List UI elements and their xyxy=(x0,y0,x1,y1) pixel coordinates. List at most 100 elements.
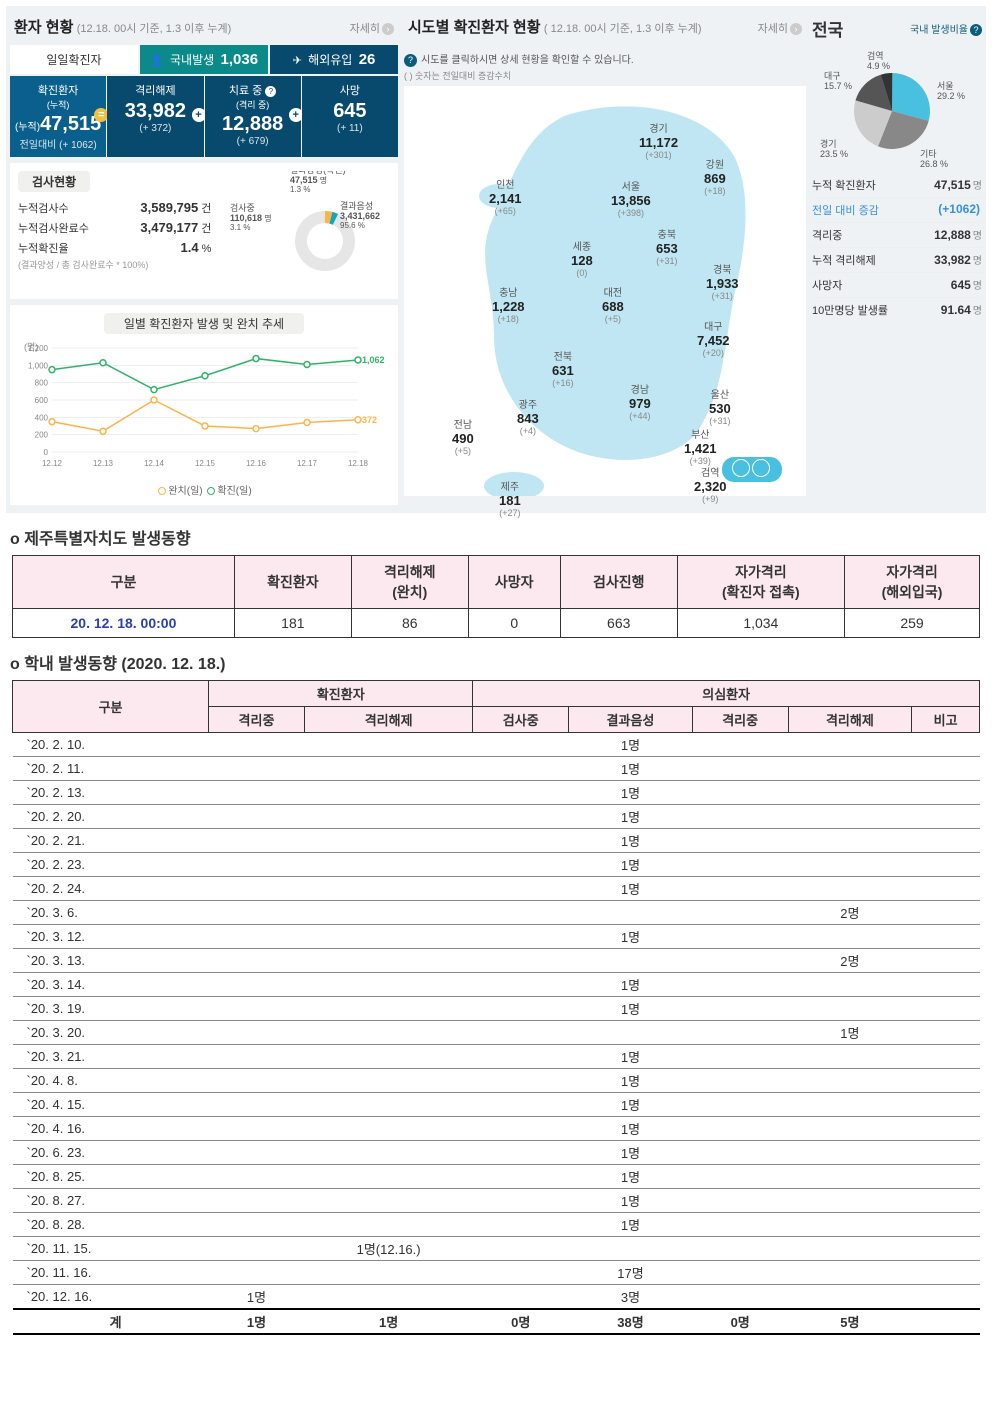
campus-cell: 1명 xyxy=(569,925,693,949)
campus-cell xyxy=(209,973,305,997)
campus-cell xyxy=(912,1213,980,1237)
map-region[interactable]: 경북1,933(+31) xyxy=(706,261,739,301)
campus-cell xyxy=(473,781,569,805)
campus-row: `20. 8. 27.1명 xyxy=(13,1189,980,1213)
patient-status-title: 환자 현황 xyxy=(14,19,73,36)
map-region[interactable]: 세종128(0) xyxy=(571,238,593,278)
campus-cell xyxy=(788,1261,912,1285)
stat-row: 누적 확진환자47,515명 xyxy=(812,173,982,197)
map-region[interactable]: 부산1,421(+39) xyxy=(684,426,717,466)
campus-date-cell: `20. 3. 19. xyxy=(13,997,209,1021)
campus-cell xyxy=(912,1237,980,1261)
campus-cell xyxy=(304,1141,473,1165)
map-region[interactable]: 인천2,141(+65) xyxy=(489,176,522,216)
campus-row: `20. 11. 15.1명(12.16.) xyxy=(13,1237,980,1261)
map-region[interactable]: 전북631(+16) xyxy=(552,348,574,388)
campus-row: `20. 8. 25.1명 xyxy=(13,1165,980,1189)
svg-text:12.14: 12.14 xyxy=(144,459,165,468)
summary-box: 치료 중 ?(격리 중) 12,888 (+ 679) + xyxy=(205,76,301,157)
campus-cell xyxy=(912,901,980,925)
campus-date-cell: `20. 3. 21. xyxy=(13,1045,209,1069)
campus-cell xyxy=(304,853,473,877)
campus-cell xyxy=(473,829,569,853)
svg-text:1,000: 1,000 xyxy=(28,361,49,370)
map-region[interactable]: 제주181(+27) xyxy=(499,478,521,518)
summary-box: 사망 645 (+ 11) xyxy=(302,76,398,157)
campus-cell xyxy=(569,1237,693,1261)
airplane-icon: ✈ xyxy=(293,55,302,67)
svg-text:12.12: 12.12 xyxy=(42,459,63,468)
campus-cell xyxy=(788,1165,912,1189)
svg-text:12.13: 12.13 xyxy=(93,459,114,468)
campus-total-cell xyxy=(912,1309,980,1334)
campus-cell xyxy=(788,973,912,997)
campus-date-cell: `20. 4. 16. xyxy=(13,1117,209,1141)
dashboard-left: 환자 현황 (12.18. 00시 기준, 1.3 이후 누계) 자세히› 일일… xyxy=(10,12,398,505)
map-more-link[interactable]: 자세히› xyxy=(758,20,802,36)
korea-map[interactable]: 경기11,172(+301) 서울13,856(+398) 강원869(+18) 인천… xyxy=(404,86,806,496)
campus-cell xyxy=(304,877,473,901)
map-region[interactable]: 전남490(+5) xyxy=(452,416,474,456)
map-region[interactable]: 경기11,172(+301) xyxy=(639,120,678,160)
campus-subheader: 비고 xyxy=(912,707,980,733)
summary-row: 확진환자(누적) (누적)47,515 전일대비 (+ 1062) =격리해제 … xyxy=(10,76,398,157)
jeju-header: 확진환자 xyxy=(234,556,351,609)
trend-line-chart: 02004006008001,0001,200(명)12.1212.1312.1… xyxy=(18,340,390,480)
campus-cell: 1명 xyxy=(569,1117,693,1141)
campus-cell xyxy=(692,1045,788,1069)
campus-row: `20. 3. 21.1명 xyxy=(13,1045,980,1069)
svg-text:검역4.9 %: 검역4.9 % xyxy=(867,50,890,71)
campus-cell: 2명 xyxy=(788,901,912,925)
map-region[interactable]: 울산530(+31) xyxy=(709,386,731,426)
campus-cell: 1명 xyxy=(569,877,693,901)
map-region[interactable]: 충남1,228(+18) xyxy=(492,284,525,324)
campus-cell: 3명 xyxy=(569,1285,693,1310)
svg-text:12.17: 12.17 xyxy=(297,459,318,468)
campus-cell xyxy=(692,1237,788,1261)
map-region[interactable]: 대구7,452(+20) xyxy=(697,318,730,358)
map-title: 시도별 확진환자 현황 xyxy=(408,19,541,36)
campus-cell xyxy=(209,1021,305,1045)
campus-cell xyxy=(209,1213,305,1237)
map-region[interactable]: 강원869(+18) xyxy=(704,156,726,196)
campus-cell: 1명 xyxy=(569,1093,693,1117)
map-region[interactable]: 대전688(+5) xyxy=(602,284,624,324)
campus-date-cell: `20. 12. 16. xyxy=(13,1285,209,1310)
campus-cell xyxy=(209,1069,305,1093)
campus-cell xyxy=(692,997,788,1021)
stat-row: 사망자645명 xyxy=(812,272,982,297)
campus-cell: 1명 xyxy=(569,1213,693,1237)
national-title: 전국 xyxy=(812,16,843,41)
svg-text:기타26.8 %: 기타26.8 % xyxy=(920,149,948,169)
map-region[interactable]: 충북653(+31) xyxy=(656,226,678,266)
campus-subheader: 결과음성 xyxy=(569,707,693,733)
map-region[interactable]: 서울13,856(+398) xyxy=(611,178,651,218)
map-region[interactable]: 검역2,320(+9) xyxy=(694,464,727,504)
campus-total-cell: 0명 xyxy=(473,1309,569,1334)
campus-cell: 1명 xyxy=(788,1021,912,1045)
campus-date-cell: `20. 4. 15. xyxy=(13,1093,209,1117)
campus-subheader: 격리중 xyxy=(692,707,788,733)
dashboard-panel: 환자 현황 (12.18. 00시 기준, 1.3 이후 누계) 자세히› 일일… xyxy=(6,6,986,513)
campus-row: `20. 2. 24.1명 xyxy=(13,877,980,901)
campus-total-cell: 0명 xyxy=(692,1309,788,1334)
campus-cell xyxy=(788,1213,912,1237)
campus-cell xyxy=(473,853,569,877)
campus-cell xyxy=(473,877,569,901)
campus-cell xyxy=(473,1093,569,1117)
campus-row: `20. 11. 16.17명 xyxy=(13,1261,980,1285)
campus-cell xyxy=(569,1021,693,1045)
jeju-header: 구분 xyxy=(13,556,235,609)
campus-cell xyxy=(473,997,569,1021)
map-region[interactable]: 광주843(+4) xyxy=(517,396,539,436)
campus-cell xyxy=(692,925,788,949)
left-more-link[interactable]: 자세히› xyxy=(350,20,394,36)
map-region[interactable]: 경남979(+44) xyxy=(629,381,651,421)
ship-icon xyxy=(732,459,750,477)
campus-date-cell: `20. 3. 14. xyxy=(13,973,209,997)
campus-cell xyxy=(209,901,305,925)
campus-subheader: 검사중 xyxy=(473,707,569,733)
campus-cell: 1명 xyxy=(569,1165,693,1189)
campus-cell xyxy=(692,877,788,901)
campus-cell xyxy=(473,1141,569,1165)
